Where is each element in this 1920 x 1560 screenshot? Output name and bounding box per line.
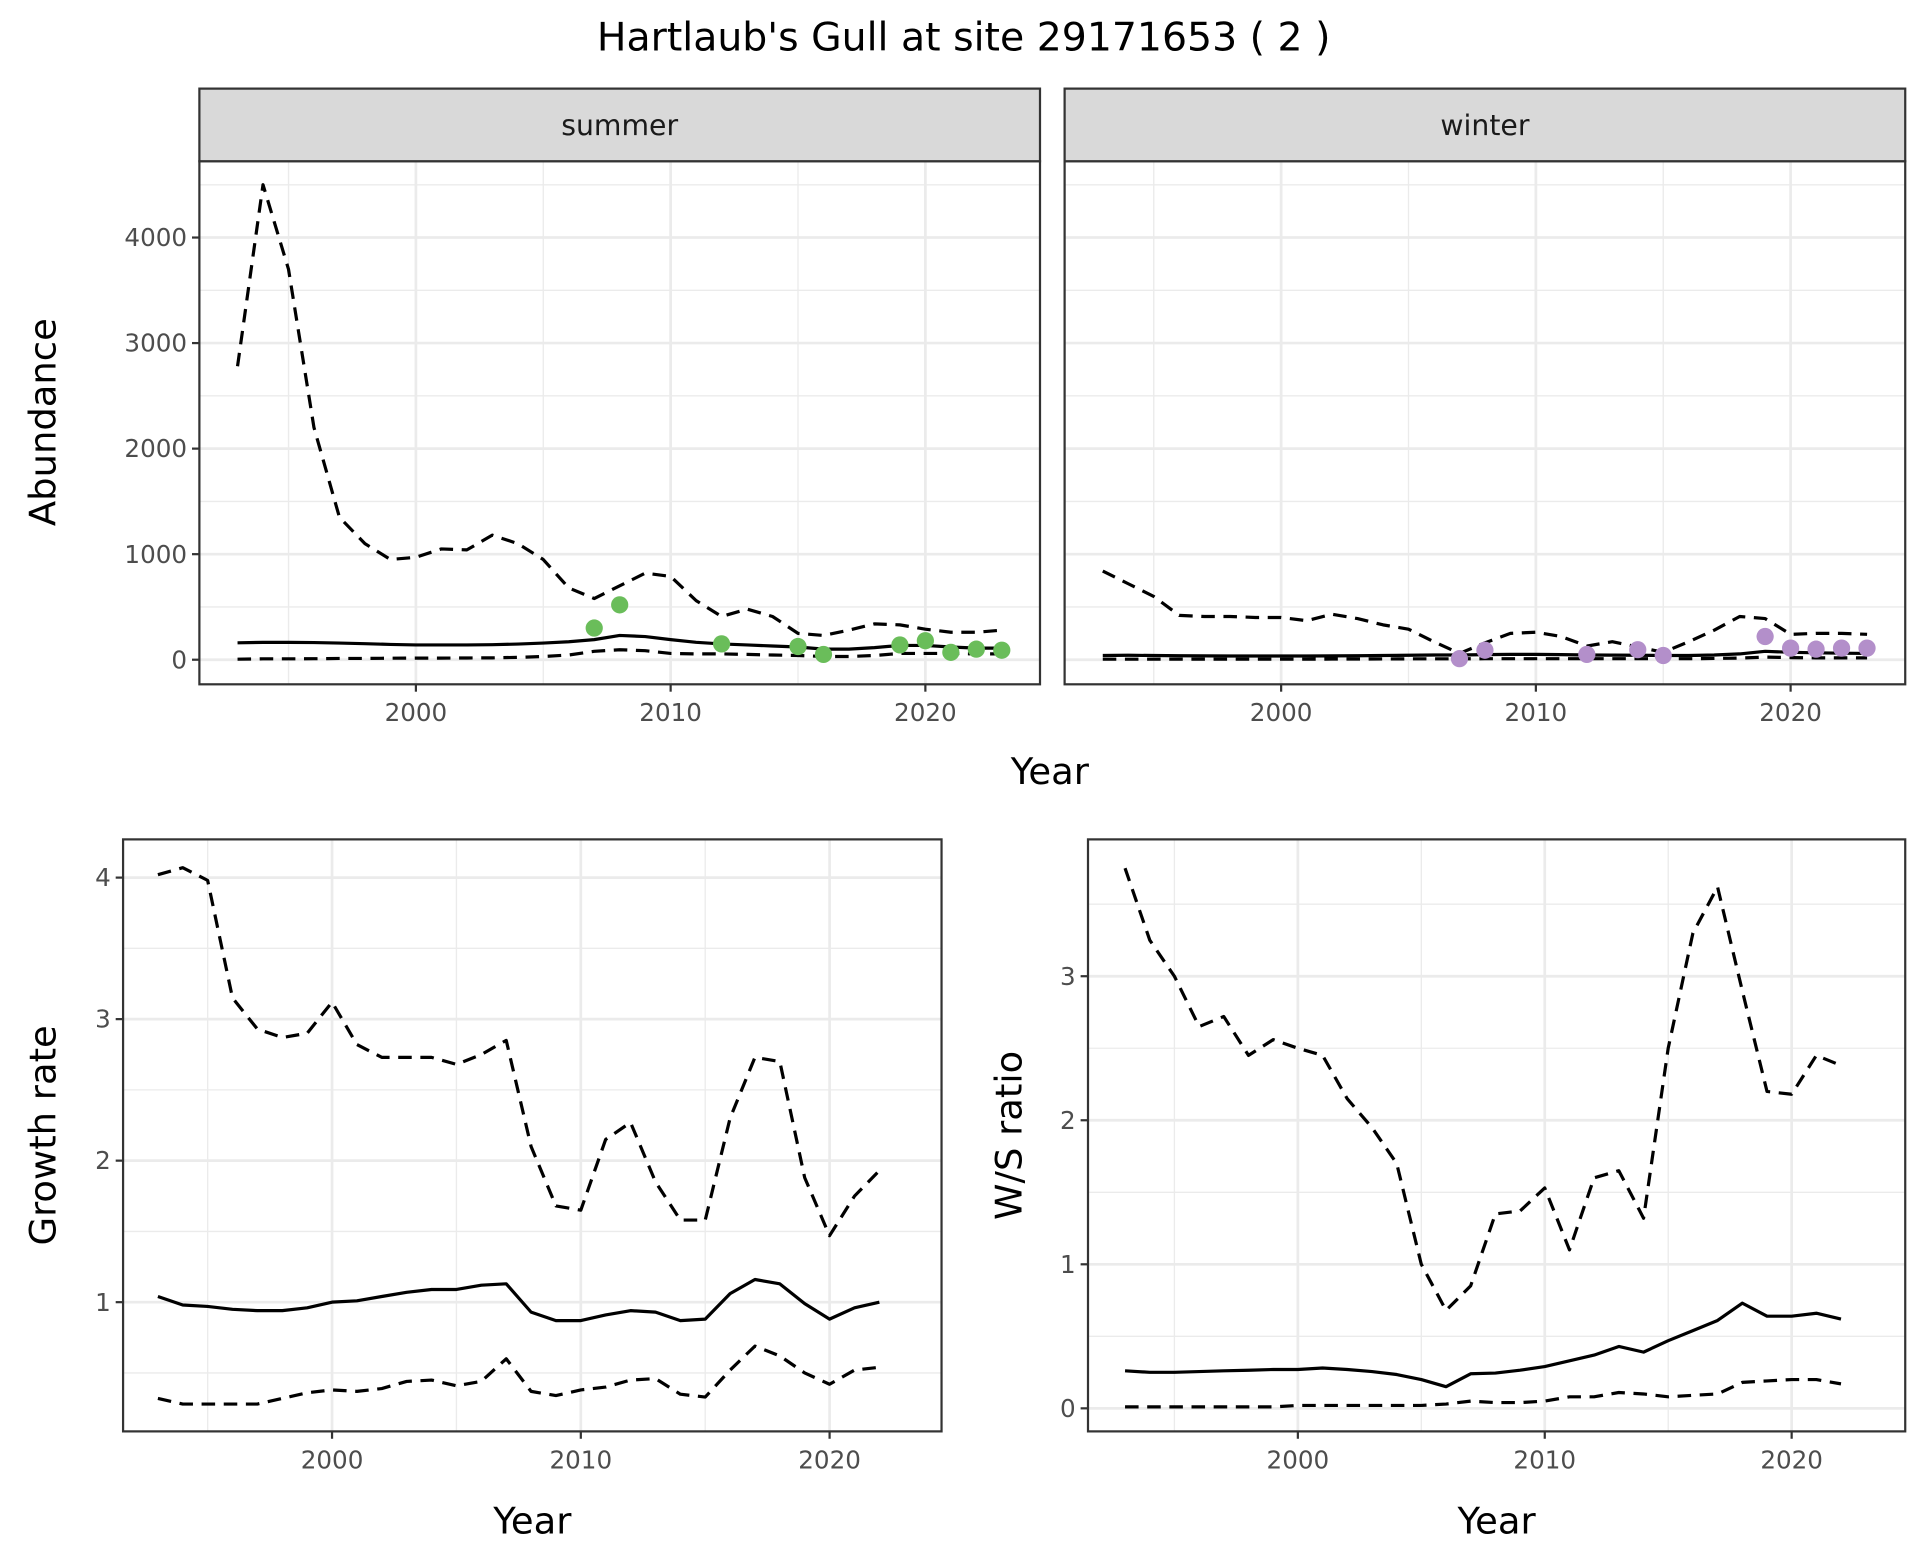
y-tick-label: 1 xyxy=(1060,1250,1076,1279)
x-axis-title: Year xyxy=(1457,1500,1537,1543)
y-axis-title: W/S ratio xyxy=(988,1051,1031,1220)
series-line-mean xyxy=(237,633,1002,651)
y-tick-label: 4 xyxy=(95,863,111,892)
data-point xyxy=(789,637,807,656)
top-y-axis-title: Abundance xyxy=(21,318,64,526)
x-tick-label: 2010 xyxy=(639,698,702,727)
x-tick-label: 2020 xyxy=(798,1445,861,1474)
panel-border xyxy=(1086,838,1907,1433)
x-tick-label: 2000 xyxy=(1267,1445,1330,1474)
top-x-axis-title: Year xyxy=(1010,750,1090,793)
data-point xyxy=(1476,641,1494,659)
y-tick-label: 0 xyxy=(1060,1394,1076,1423)
data-point xyxy=(1858,639,1876,657)
y-tick-label: 3000 xyxy=(124,329,187,358)
series-line-mean xyxy=(157,1277,880,1323)
data-point xyxy=(1807,640,1825,658)
x-tick-label: 2010 xyxy=(1513,1445,1576,1474)
data-point xyxy=(1756,627,1774,646)
data-point xyxy=(993,641,1011,659)
data-point xyxy=(585,619,603,637)
y-tick-label: 1 xyxy=(95,1288,111,1317)
series-line-upper xyxy=(1123,867,1842,1312)
panel-ws_ratio: 2000 2010 2020 0 1 2 3 Year W/S ratio xyxy=(988,838,1907,1543)
x-tick-label: 2000 xyxy=(1250,698,1313,727)
y-tick-label: 1000 xyxy=(124,540,187,569)
y-tick-label: 2 xyxy=(1060,1106,1076,1135)
facet-strip xyxy=(1063,87,1907,163)
facet-strip xyxy=(198,87,1042,163)
series-line-mean xyxy=(1124,1301,1842,1389)
data-point xyxy=(1781,639,1800,657)
data-point xyxy=(1578,645,1596,664)
x-tick-label: 2020 xyxy=(894,698,957,727)
data-point xyxy=(1654,646,1672,665)
data-point xyxy=(814,645,833,664)
panel-summer: summer 2000 2010 2020 0 1000 2000 3000 4000 xyxy=(124,87,1042,727)
data-point xyxy=(916,632,934,650)
facet-strip-label: summer xyxy=(561,109,678,142)
data-point xyxy=(942,643,960,661)
data-point xyxy=(712,635,731,653)
data-point xyxy=(1450,650,1469,668)
series-line-lower xyxy=(237,648,1002,661)
data-point xyxy=(1832,639,1851,657)
data-point xyxy=(967,640,985,658)
y-tick-label: 0 xyxy=(171,645,187,674)
data-point xyxy=(611,596,629,614)
data-point xyxy=(891,636,909,654)
y-axis-title: Growth rate xyxy=(21,1025,64,1245)
panel-winter: winter 2000 2010 2020 xyxy=(1063,87,1907,727)
y-tick-label: 4000 xyxy=(124,223,187,252)
panel-border xyxy=(121,838,943,1433)
series-line-upper xyxy=(235,183,1002,638)
panel-growth: 2000 2010 2020 1 2 3 4 Year Growth rate xyxy=(21,838,943,1543)
x-tick-label: 2000 xyxy=(301,1445,364,1474)
x-tick-label: 2010 xyxy=(1505,698,1568,727)
data-point xyxy=(1629,641,1647,659)
y-tick-label: 3 xyxy=(95,1005,111,1034)
y-tick-label: 3 xyxy=(1060,962,1076,991)
y-tick-label: 2000 xyxy=(124,434,187,463)
x-tick-label: 2000 xyxy=(385,698,448,727)
figure-title: Hartlaub's Gull at site 29171653 ( 2 ) xyxy=(597,14,1331,60)
x-tick-label: 2020 xyxy=(1759,698,1822,727)
y-tick-label: 2 xyxy=(95,1146,111,1175)
x-axis-title: Year xyxy=(492,1500,572,1543)
series-line-lower xyxy=(1125,1377,1842,1409)
series-line-lower xyxy=(157,1344,880,1406)
x-tick-label: 2020 xyxy=(1760,1445,1823,1474)
facet-strip-label: winter xyxy=(1440,109,1529,142)
x-tick-label: 2010 xyxy=(549,1445,612,1474)
